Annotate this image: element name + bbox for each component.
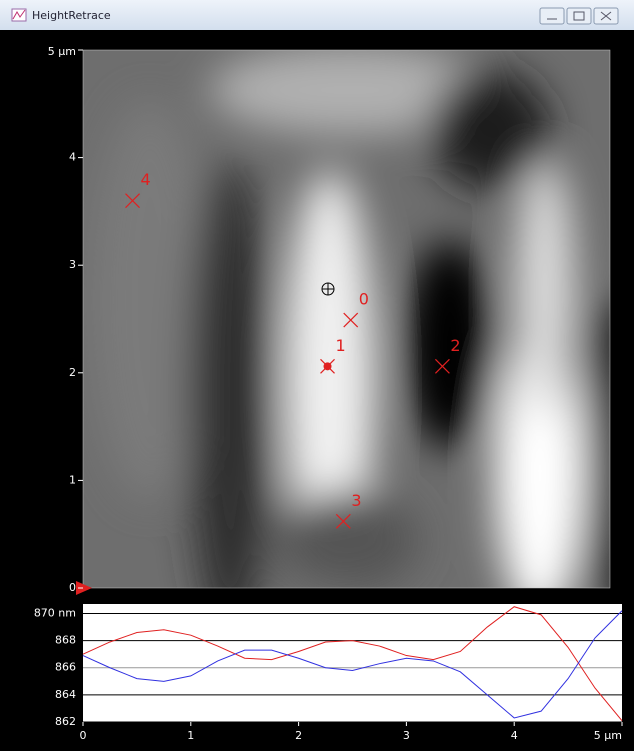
title-bar xyxy=(0,0,634,30)
marker-cross xyxy=(343,312,359,328)
maximize-glyph xyxy=(573,11,585,21)
origin-marker xyxy=(76,581,92,595)
profile-line xyxy=(82,610,623,719)
marker-cross xyxy=(434,358,450,374)
y-tick-label: 3 xyxy=(69,258,76,271)
minimize-button[interactable] xyxy=(539,7,565,25)
x-tick-label: 2 xyxy=(295,729,302,742)
window-title: HeightRetrace xyxy=(32,9,111,22)
y-tick-label: 0 xyxy=(69,581,76,594)
profile-line xyxy=(82,606,623,721)
y-tick-label: 866 xyxy=(55,661,76,674)
marker-cross xyxy=(335,513,351,529)
y-tick-label: 4 xyxy=(69,151,76,164)
y-tick-label: 870 nm xyxy=(34,606,76,619)
x-tick-label: 3 xyxy=(403,729,410,742)
maximize-button[interactable] xyxy=(566,7,592,25)
y-tick-label: 5 µm xyxy=(48,45,76,58)
x-tick-label: 0 xyxy=(80,729,87,742)
y-tick-label: 2 xyxy=(69,366,76,379)
window-buttons[interactable] xyxy=(539,7,619,25)
marker-label: 3 xyxy=(351,491,361,510)
x-tick-label: 1 xyxy=(187,729,194,742)
marker-label: 4 xyxy=(141,170,151,189)
y-tick-label: 1 xyxy=(69,473,76,486)
y-tick-label: 864 xyxy=(55,688,76,701)
x-tick-label: 4 xyxy=(511,729,518,742)
y-tick-label: 868 xyxy=(55,634,76,647)
afm-image xyxy=(83,50,610,588)
profile-plot xyxy=(83,604,622,722)
close-glyph xyxy=(600,11,612,21)
marker-dot xyxy=(323,362,332,371)
y-tick-label: 862 xyxy=(55,715,76,728)
marker-label: 2 xyxy=(450,336,460,355)
x-tick-label: 5 µm xyxy=(594,729,622,742)
cursor-cross xyxy=(322,283,334,295)
marker-label: 0 xyxy=(359,290,369,309)
image-frame xyxy=(82,49,611,589)
app-icon-glyph xyxy=(12,9,26,20)
marker-cross xyxy=(125,193,140,209)
marker-label: 1 xyxy=(336,336,346,355)
